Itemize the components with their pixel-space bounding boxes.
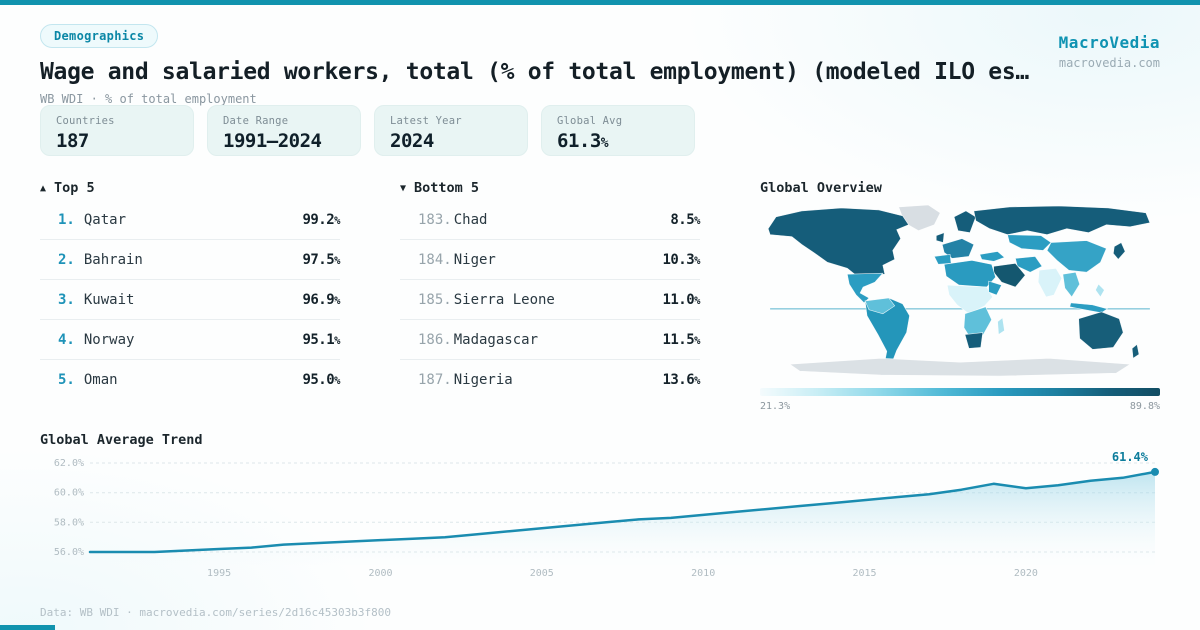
stat-label: Countries <box>56 115 115 127</box>
trend-chart-svg: 62.0% 60.0% 58.0% 56.0% 1995 2000 2005 2010 2015… <box>54 450 1159 579</box>
list-item: 183. Chad 8.5% <box>400 200 700 240</box>
stat-label: Date Range <box>223 115 289 127</box>
stat-value: 187 <box>56 130 89 152</box>
list-item: 185. Sierra Leone 11.0% <box>400 280 700 320</box>
map-section: Global Overview <box>760 180 1160 412</box>
stat-value: 61.3% <box>557 130 609 152</box>
svg-text:62.0%: 62.0% <box>54 458 84 469</box>
top5-header: ▲ Top 5 <box>40 180 95 196</box>
list-item: 4. Norway 95.1% <box>40 320 340 360</box>
triangle-down-icon: ▼ <box>400 183 407 194</box>
stat-label: Latest Year <box>390 115 462 127</box>
svg-text:56.0%: 56.0% <box>54 547 84 558</box>
stat-value: 1991–2024 <box>223 130 322 152</box>
svg-text:2015: 2015 <box>852 568 876 579</box>
svg-text:2005: 2005 <box>530 568 554 579</box>
brand-domain: macrovedia.com <box>1058 56 1160 70</box>
legend-min-label: 21.3% <box>760 401 791 412</box>
list-item: 184. Niger 10.3% <box>400 240 700 280</box>
svg-text:1995: 1995 <box>207 568 231 579</box>
stat-card-countries: Countries 187 <box>40 105 194 156</box>
list-item: 2. Bahrain 97.5% <box>40 240 340 280</box>
map-title: Global Overview <box>760 180 882 196</box>
top-accent-bar <box>0 0 1200 5</box>
list-item: 3. Kuwait 96.9% <box>40 280 340 320</box>
map-legend-gradient <box>760 388 1160 396</box>
svg-text:2010: 2010 <box>691 568 715 579</box>
list-item: 5. Oman 95.0% <box>58 372 340 388</box>
trend-section: Global Average Trend 62.0% 60.0% 58.0% 56.0… <box>40 432 1160 589</box>
bottom-accent-bar <box>0 625 55 630</box>
header: Demographics Wage and salaried workers, … <box>40 24 1160 106</box>
bottom5-section: ▼ Bottom 5 183. Chad 8.5% 184. Niger 10.3% 18… <box>400 180 700 412</box>
content-columns: ▲ Top 5 1. Qatar 99.2% 2. Bahrain 97.5% 3. Kuw… <box>40 180 1160 412</box>
stat-card-latest-year: Latest Year 2024 <box>374 105 528 156</box>
svg-text:60.0%: 60.0% <box>54 488 84 499</box>
svg-text:61.4%: 61.4% <box>1112 450 1149 464</box>
brand-name: MacroVedia <box>1058 33 1160 52</box>
brand-block: MacroVedia macrovedia.com <box>1059 33 1160 70</box>
stat-card-global-avg: Global Avg 61.3% <box>541 105 695 156</box>
trend-title: Global Average Trend <box>40 432 203 448</box>
stat-label: Global Avg <box>557 115 623 127</box>
world-choropleth-map <box>767 204 1151 377</box>
stat-card-date-range: Date Range 1991–2024 <box>207 105 361 156</box>
page-title: Wage and salaried workers, total (% of t… <box>40 59 1029 85</box>
top5-list: 1. Qatar 99.2% 2. Bahrain 97.5% 3. Kuwait 96.9… <box>40 200 340 400</box>
svg-text:2020: 2020 <box>1014 568 1038 579</box>
svg-text:58.0%: 58.0% <box>54 517 84 528</box>
category-badge: Demographics <box>40 24 159 48</box>
stat-value: 2024 <box>390 130 434 152</box>
legend-max-label: 89.8% <box>1129 401 1160 412</box>
bottom5-header: ▼ Bottom 5 <box>400 180 480 196</box>
page-subtitle: WB WDI · % of total employment <box>40 92 257 106</box>
stats-row: Countries 187 Date Range 1991–2024 Lates… <box>40 105 695 156</box>
list-item: 1. Qatar 99.2% <box>40 200 340 240</box>
list-item: 187. Nigeria 13.6% <box>418 372 700 388</box>
bottom5-list: 183. Chad 8.5% 184. Niger 10.3% 185. Sierra L… <box>400 200 700 400</box>
footer-source: Data: WB WDI · macrovedia.com/series/2d1… <box>40 606 391 619</box>
svg-text:2000: 2000 <box>368 568 392 579</box>
list-item: 186. Madagascar 11.5% <box>400 320 700 360</box>
triangle-up-icon: ▲ <box>40 183 47 194</box>
top5-section: ▲ Top 5 1. Qatar 99.2% 2. Bahrain 97.5% 3. Kuw… <box>40 180 340 412</box>
map-legend-labels: 21.3% 89.8% <box>760 401 1160 412</box>
